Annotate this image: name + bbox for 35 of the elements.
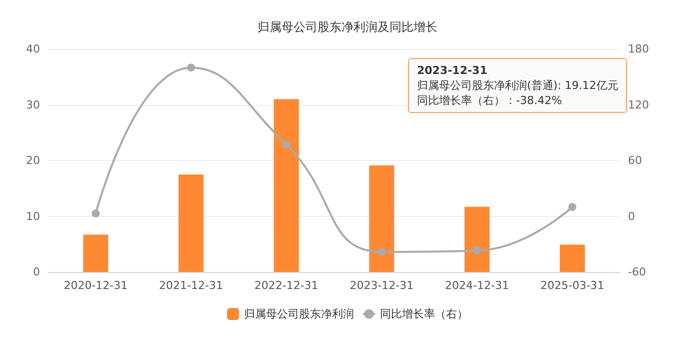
y-tick-label: 0 [33,266,40,278]
x-tick-label: 2021-12-31 [159,279,223,292]
y2-tick-label: 0 [628,210,635,223]
y-tick-label: 30 [26,98,40,112]
bar [83,234,108,272]
bar [178,174,204,272]
annotation: 归属母公司股东净利润(普通): 19.12亿元 [417,78,618,93]
y2-tick-label: 60 [628,154,642,167]
point [378,248,386,256]
annotation: 同比增长率（右）：-38.42% [417,93,563,108]
y-tick-label: 10 [26,210,40,223]
x-tick-label: 2025-03-31 [540,279,604,292]
bar [369,165,394,272]
y2-tick-label: 180 [628,42,649,56]
point [187,64,195,72]
point [568,202,576,211]
y2-tick-label: -60 [628,266,646,278]
y-tick-label: 20 [26,154,40,167]
x-tick-label: 2023-12-31 [350,279,414,292]
x-tick-label: 2022-12-31 [254,279,318,292]
bar [464,206,490,272]
point [92,209,100,218]
bar [560,244,585,272]
legend-label: 归属母公司股东净利润 [244,308,354,320]
y-tick-label: 40 [26,42,40,56]
x-tick-label: 2024-12-31 [445,279,509,292]
legend-label: 同比增长率（右） [380,308,468,320]
chart-title: 归属母公司股东净利润及同比增长 [258,20,438,34]
y2-tick-label: 120 [628,98,649,112]
tooltip-box: 2023-12-31 归属母公司股东净利润(普通): 19.12亿元 同比增长率（右）：-38.42% [408,58,628,113]
annotation: 2023-12-31 [417,63,488,78]
point [473,246,481,255]
bar [274,99,299,272]
x-tick-label: 2020-12-31 [64,279,128,292]
point [282,140,290,149]
